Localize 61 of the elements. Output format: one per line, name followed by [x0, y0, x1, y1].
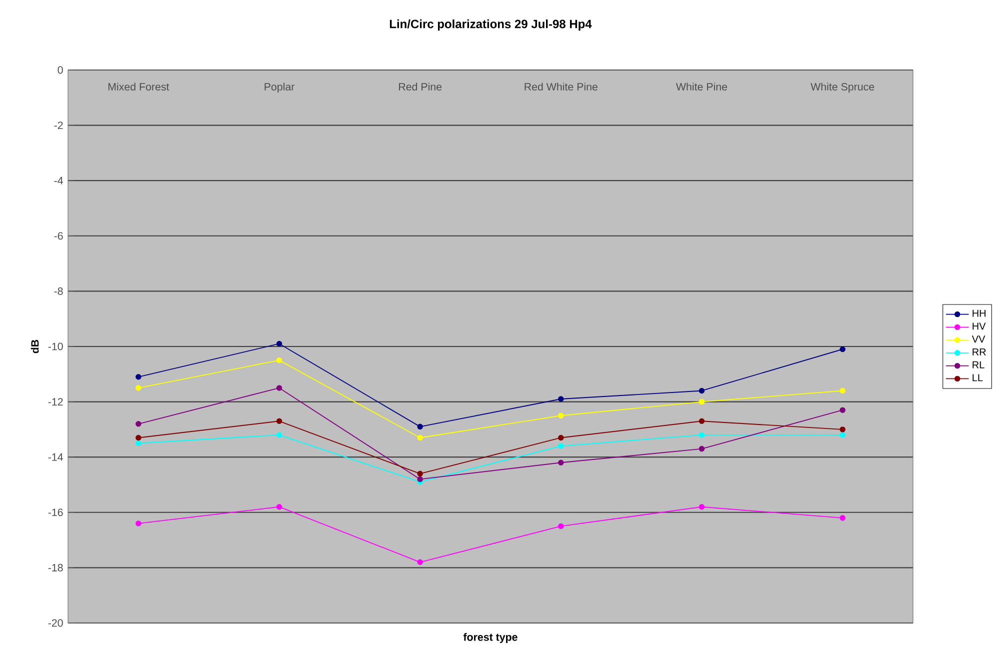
y-tick-label: -18 — [48, 564, 63, 572]
point — [417, 559, 423, 566]
point — [276, 340, 282, 347]
point — [136, 520, 142, 526]
point — [840, 407, 846, 413]
point — [558, 396, 564, 402]
y-tick-label: -10 — [48, 342, 63, 350]
chart-title: Lin/Circ polarizations 29 Jul-98 Hp4 — [390, 19, 592, 31]
point — [840, 432, 846, 438]
point — [136, 421, 142, 427]
point — [698, 432, 705, 438]
point — [136, 385, 142, 391]
y-tick-label: -4 — [54, 176, 63, 184]
point — [698, 504, 705, 510]
y-tick-label: 0 — [58, 66, 63, 74]
point — [276, 504, 282, 510]
legend-label: HH — [972, 310, 986, 317]
y-axis-title: dB — [30, 340, 39, 354]
legend-label: RR — [972, 348, 986, 356]
legend-label: LL — [972, 374, 983, 382]
point — [698, 418, 705, 424]
legend-label: HV — [972, 322, 986, 330]
point — [417, 476, 423, 482]
point — [558, 434, 564, 441]
point — [276, 357, 282, 364]
legend-label: VV — [972, 336, 986, 342]
y-tick-label: -14 — [48, 453, 63, 461]
y-tick-label: -12 — [48, 398, 63, 406]
x-tick-label: Poplar — [264, 82, 294, 93]
x-tick-label: White Spruce — [810, 82, 874, 93]
x-tick-label: Red Pine — [399, 82, 442, 91]
point — [276, 432, 282, 438]
x-tick-label: White Pine — [676, 82, 728, 91]
point — [136, 434, 142, 441]
point — [840, 426, 846, 432]
y-tick-label: -16 — [48, 508, 63, 516]
point — [840, 515, 846, 521]
legend-label: RL — [972, 361, 984, 368]
point — [558, 523, 564, 530]
y-tick-label: -8 — [54, 287, 63, 295]
point — [558, 412, 564, 418]
y-tick-label: -20 — [48, 619, 63, 627]
y-tick-label: -6 — [54, 232, 63, 240]
point — [558, 443, 564, 449]
point — [276, 385, 282, 391]
x-axis-title: forest type — [463, 633, 518, 643]
point — [136, 440, 142, 446]
point — [276, 418, 282, 424]
point — [417, 424, 423, 430]
point — [417, 434, 423, 441]
point — [698, 388, 705, 394]
x-tick-label: Red White Pine — [524, 82, 598, 91]
point — [417, 470, 423, 477]
y-tick-label: -2 — [54, 122, 63, 130]
point — [840, 388, 846, 394]
point — [840, 346, 846, 352]
point — [698, 446, 705, 452]
point — [558, 460, 564, 466]
point — [698, 398, 705, 405]
point — [136, 374, 142, 380]
x-tick-label: Mixed Forest — [108, 82, 170, 91]
